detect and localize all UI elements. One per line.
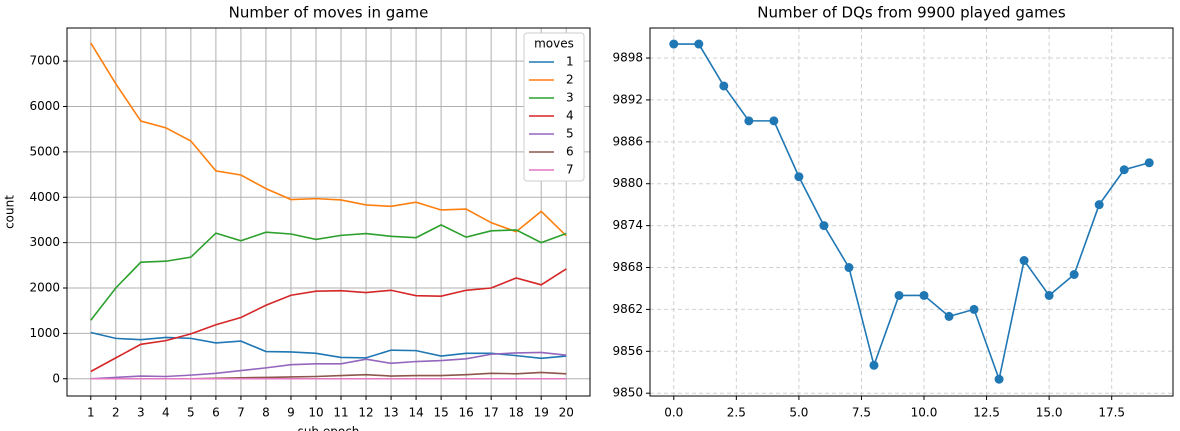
x-tick-label: 19 bbox=[534, 406, 549, 420]
legend-label: 5 bbox=[566, 127, 574, 141]
x-tick-label: 10.0 bbox=[911, 406, 938, 420]
y-tick-label: 3000 bbox=[29, 235, 60, 249]
legend-title: moves bbox=[534, 37, 574, 51]
marker bbox=[1094, 200, 1104, 210]
y-tick-label: 1000 bbox=[29, 326, 60, 340]
marker bbox=[994, 374, 1004, 384]
y-tick-label: 9886 bbox=[612, 134, 643, 148]
legend-label: 3 bbox=[566, 91, 574, 105]
y-tick-label: 9880 bbox=[612, 176, 643, 190]
marker bbox=[1019, 256, 1029, 266]
y-tick-label: 9898 bbox=[612, 51, 643, 65]
y-tick-label: 0 bbox=[52, 371, 60, 385]
marker bbox=[719, 81, 729, 91]
y-tick-label: 9874 bbox=[612, 218, 643, 232]
marker bbox=[844, 263, 854, 273]
legend-label: 6 bbox=[566, 145, 574, 159]
x-tick-label: 16 bbox=[458, 406, 473, 420]
marker bbox=[869, 360, 879, 370]
y-tick-label: 9850 bbox=[612, 386, 643, 400]
x-tick-label: 7 bbox=[237, 406, 245, 420]
chart-title: Number of moves in game bbox=[229, 4, 429, 22]
line bbox=[90, 371, 567, 380]
legend-label: 1 bbox=[566, 55, 574, 69]
x-tick-label: 9 bbox=[287, 406, 295, 420]
marker bbox=[819, 221, 829, 231]
y-tick-label: 9856 bbox=[612, 344, 643, 358]
y-tick-label: 7000 bbox=[29, 54, 60, 68]
x-tick-label: 13 bbox=[383, 406, 398, 420]
x-tick-label: 15 bbox=[433, 406, 448, 420]
y-tick-label: 9892 bbox=[612, 92, 643, 106]
marker bbox=[894, 290, 904, 300]
y-tick-label: 9862 bbox=[612, 302, 643, 316]
marker bbox=[769, 116, 779, 126]
line bbox=[90, 42, 567, 237]
marker bbox=[969, 304, 979, 314]
marker bbox=[919, 290, 929, 300]
y-tick-label: 4000 bbox=[29, 190, 60, 204]
legend-label: 2 bbox=[566, 73, 574, 87]
line bbox=[90, 268, 567, 373]
plot-frame bbox=[66, 27, 591, 397]
y-axis-label: count bbox=[3, 195, 17, 229]
marker bbox=[1144, 158, 1154, 168]
marker bbox=[669, 39, 679, 49]
y-tick-label: 9868 bbox=[612, 260, 643, 274]
line bbox=[90, 331, 567, 360]
x-tick-label: 8 bbox=[262, 406, 270, 420]
x-tick-label: 0.0 bbox=[664, 406, 683, 420]
marker bbox=[1044, 290, 1054, 300]
x-tick-label: 6 bbox=[212, 406, 220, 420]
line bbox=[90, 224, 567, 321]
legend-label: 7 bbox=[566, 163, 574, 177]
marker bbox=[744, 116, 754, 126]
marker bbox=[694, 39, 704, 49]
x-tick-label: 2 bbox=[112, 406, 120, 420]
x-tick-label: 20 bbox=[559, 406, 574, 420]
x-tick-label: 5 bbox=[187, 406, 195, 420]
x-axis-label: sub epoch bbox=[298, 425, 360, 431]
marker bbox=[794, 172, 804, 182]
line bbox=[673, 43, 1150, 383]
y-tick-label: 5000 bbox=[29, 144, 60, 158]
x-tick-label: 11 bbox=[333, 406, 348, 420]
y-tick-label: 2000 bbox=[29, 281, 60, 295]
x-tick-label: 4 bbox=[162, 406, 170, 420]
x-tick-label: 2.5 bbox=[727, 406, 746, 420]
x-tick-label: 10 bbox=[308, 406, 323, 420]
x-tick-label: 18 bbox=[509, 406, 524, 420]
x-tick-label: 1 bbox=[87, 406, 95, 420]
chart-title: Number of DQs from 9900 played games bbox=[757, 4, 1066, 22]
plot-frame bbox=[649, 27, 1174, 397]
x-tick-label: 14 bbox=[408, 406, 423, 420]
marker bbox=[944, 311, 954, 321]
x-tick-label: 3 bbox=[137, 406, 145, 420]
legend-label: 4 bbox=[566, 109, 574, 123]
x-tick-label: 17.5 bbox=[1098, 406, 1125, 420]
x-tick-label: 17 bbox=[484, 406, 499, 420]
x-tick-label: 12 bbox=[358, 406, 373, 420]
x-tick-label: 15.0 bbox=[1036, 406, 1063, 420]
marker bbox=[1119, 165, 1129, 175]
marker bbox=[1069, 269, 1079, 279]
x-tick-label: 7.5 bbox=[852, 406, 871, 420]
x-tick-label: 5.0 bbox=[789, 406, 808, 420]
x-tick-label: 12.5 bbox=[973, 406, 1000, 420]
y-tick-label: 6000 bbox=[29, 99, 60, 113]
legend-box bbox=[523, 32, 585, 182]
line bbox=[90, 351, 567, 380]
